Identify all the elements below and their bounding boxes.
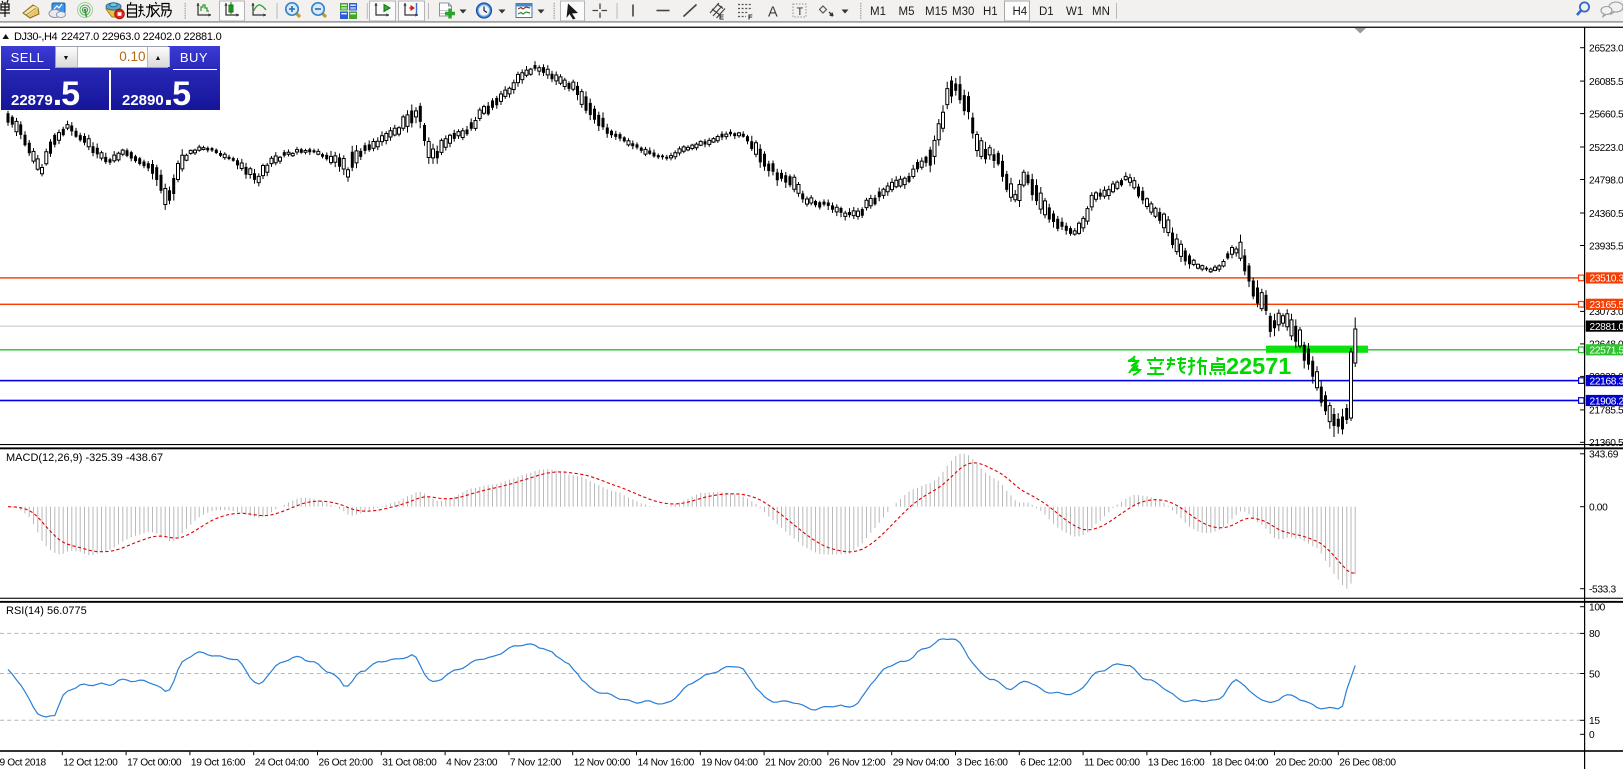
svg-text:13 Dec 16:00: 13 Dec 16:00 [1148,758,1205,769]
svg-text:7 Nov 12:00: 7 Nov 12:00 [510,758,562,769]
svg-text:24798.0: 24798.0 [1589,175,1623,186]
svg-text:MN: MN [1092,6,1110,18]
svg-text:26523.0: 26523.0 [1589,44,1623,55]
svg-text:A: A [768,5,778,21]
svg-text:31 Oct 08:00: 31 Oct 08:00 [382,758,437,769]
svg-text:25223.0: 25223.0 [1589,143,1623,154]
svg-text:23073.0: 23073.0 [1589,307,1623,318]
svg-text:9 Oct 2018: 9 Oct 2018 [0,758,47,769]
svg-text:12 Nov 00:00: 12 Nov 00:00 [574,758,631,769]
svg-text:E: E [719,13,724,22]
svg-text:6 Dec 12:00: 6 Dec 12:00 [1020,758,1072,769]
svg-text:22571: 22571 [1226,353,1291,379]
svg-text:22168.3: 22168.3 [1590,376,1623,387]
svg-text:0.00: 0.00 [1589,503,1608,514]
svg-text:14 Nov 16:00: 14 Nov 16:00 [638,758,695,769]
svg-text:22571.5: 22571.5 [1590,346,1623,357]
svg-text:23510.3: 23510.3 [1590,274,1623,285]
svg-text:29 Nov 04:00: 29 Nov 04:00 [893,758,950,769]
svg-text:24 Oct 04:00: 24 Oct 04:00 [255,758,310,769]
svg-text:26085.5: 26085.5 [1589,77,1623,88]
svg-text:80: 80 [1589,629,1600,640]
svg-text:21908.2: 21908.2 [1590,396,1623,407]
svg-text:22881.0: 22881.0 [1590,322,1623,333]
svg-text:50: 50 [1589,669,1600,680]
svg-text:M30: M30 [952,6,974,18]
svg-text:18 Dec 04:00: 18 Dec 04:00 [1212,758,1269,769]
svg-text:11 Dec 00:00: 11 Dec 00:00 [1084,758,1140,769]
svg-text:12 Oct 12:00: 12 Oct 12:00 [63,758,118,769]
svg-text:21785.5: 21785.5 [1589,406,1623,417]
svg-text:15: 15 [1589,716,1600,727]
svg-text:23935.5: 23935.5 [1589,241,1623,252]
svg-text:-533.3: -533.3 [1589,585,1616,596]
svg-text:DJ30-,H4: DJ30-,H4 [14,31,58,43]
svg-text:100: 100 [1589,603,1606,614]
svg-text:24360.5: 24360.5 [1589,209,1623,220]
svg-text:F: F [748,13,753,22]
svg-text:343.69: 343.69 [1589,450,1619,461]
svg-text:19 Nov 04:00: 19 Nov 04:00 [701,758,758,769]
svg-text:26 Nov 12:00: 26 Nov 12:00 [829,758,886,769]
svg-text:H4: H4 [1013,6,1028,18]
svg-text:W1: W1 [1066,6,1083,18]
svg-text:26 Dec 08:00: 26 Dec 08:00 [1339,758,1396,769]
svg-text:MACD(12,26,9) -325.39 -438.67: MACD(12,26,9) -325.39 -438.67 [6,452,163,464]
svg-text:20 Dec 20:00: 20 Dec 20:00 [1276,758,1333,769]
svg-text:4 Nov 23:00: 4 Nov 23:00 [446,758,498,769]
svg-text:0: 0 [1589,730,1595,741]
svg-text:T: T [797,6,804,18]
svg-text:RSI(14) 56.0775: RSI(14) 56.0775 [6,605,87,617]
svg-text:D1: D1 [1039,6,1054,18]
svg-text:25660.5: 25660.5 [1589,109,1623,120]
svg-text:26 Oct 20:00: 26 Oct 20:00 [319,758,374,769]
svg-text:3 Dec 16:00: 3 Dec 16:00 [957,758,1009,769]
svg-text:19 Oct 16:00: 19 Oct 16:00 [191,758,246,769]
svg-text:23165.5: 23165.5 [1590,300,1623,311]
svg-text:17 Oct 00:00: 17 Oct 00:00 [127,758,182,769]
svg-text:H1: H1 [983,6,998,18]
svg-text:M15: M15 [925,6,947,18]
svg-text:M1: M1 [870,6,886,18]
svg-text:21 Nov 20:00: 21 Nov 20:00 [765,758,822,769]
svg-text:21360.5: 21360.5 [1589,438,1623,449]
svg-text:22427.0 22963.0 22402.0 22881.: 22427.0 22963.0 22402.0 22881.0 [61,31,222,43]
svg-text:M5: M5 [899,6,915,18]
